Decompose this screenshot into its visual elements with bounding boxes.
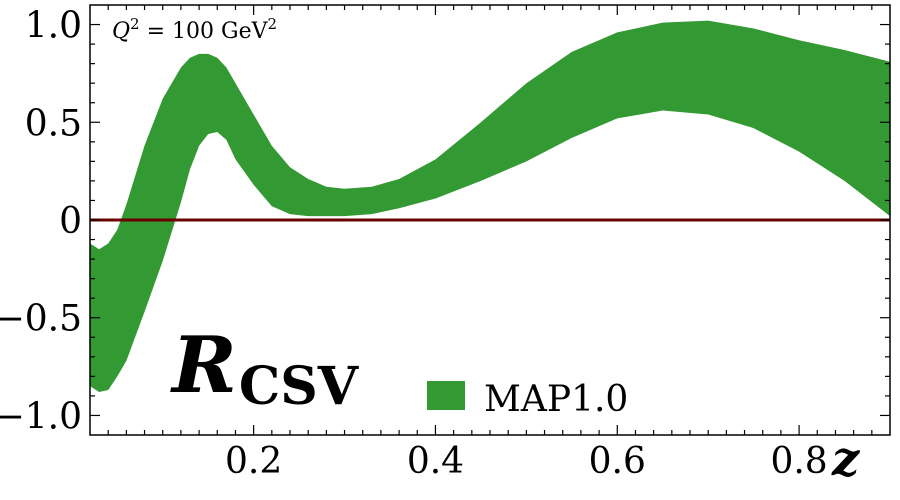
plot-frame (89, 4, 891, 436)
x-tick-label: 0.4 (407, 441, 464, 482)
observable-label: RCSV (170, 320, 360, 417)
y-tick-label: 0 (59, 201, 82, 242)
legend-label: MAP1.0 (484, 379, 628, 420)
scale-annotation: Q2 = 100 GeV2 (112, 15, 277, 44)
x-tick-label: 0.8 (770, 441, 827, 482)
y-tick-label: −1.0 (0, 396, 82, 437)
x-tick-label: 0.6 (589, 441, 646, 482)
band-layer (90, 20, 890, 392)
y-tick-label: −0.5 (0, 299, 82, 340)
x-tick-label: 0.2 (225, 441, 282, 482)
x-axis-label: z (831, 431, 861, 487)
legend-swatch (427, 381, 465, 410)
y-tick-label: 1.0 (25, 6, 82, 47)
uncertainty-band-0 (90, 20, 890, 392)
tick-layer: 0.2 0.4 0.6 0.8 1.0 0.5 0 −0.5 −1.0 (0, 5, 890, 482)
y-tick-label: 0.5 (25, 103, 82, 144)
